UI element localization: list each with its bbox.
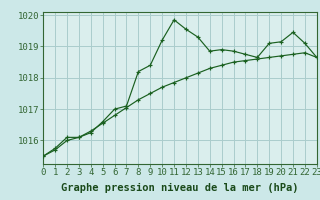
X-axis label: Graphe pression niveau de la mer (hPa): Graphe pression niveau de la mer (hPa)	[61, 183, 299, 193]
